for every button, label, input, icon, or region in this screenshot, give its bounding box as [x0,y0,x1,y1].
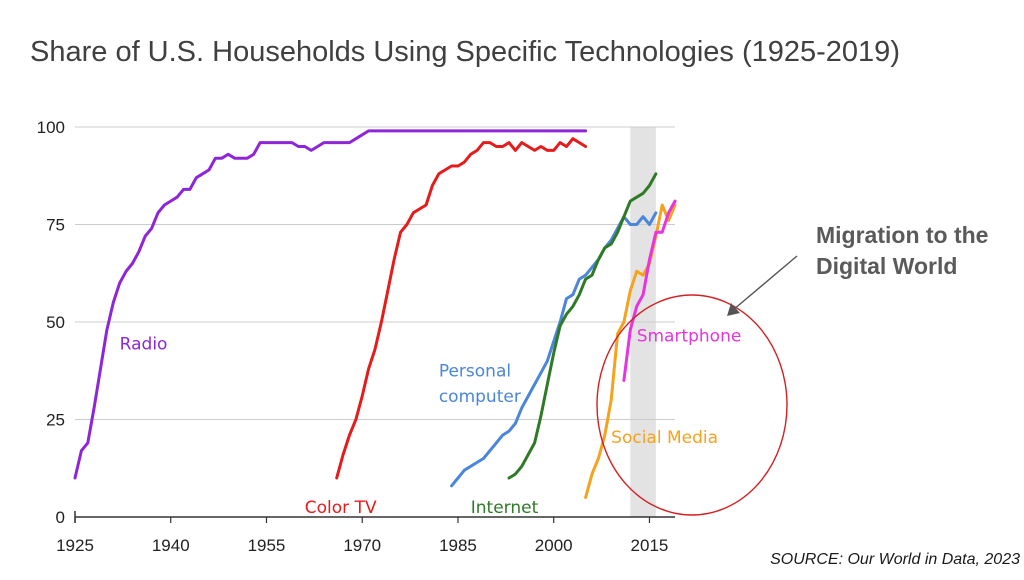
highlight-circle [596,294,788,516]
y-tick-label: 100 [37,118,65,137]
y-tick-label: 0 [56,508,65,527]
migration-annotation: Migration to the Digital World [816,222,989,279]
x-tick-label: 1955 [248,536,286,555]
series-lines [73,129,677,499]
x-tick-label: 1970 [343,536,381,555]
y-tick-label: 50 [46,313,65,332]
annotation-overlay [596,255,798,516]
x-tick-label: 2000 [535,536,573,555]
x-tick-label: 2015 [631,536,669,555]
series-line-social-media [584,203,677,499]
series-line-radio [73,129,588,480]
annotation-arrow-head [727,303,740,316]
source-note: SOURCE: Our World in Data, 2023 [770,551,1020,568]
series-label: Personal [439,362,511,382]
x-tick-label: 1985 [439,536,477,555]
series-label: Color TV [305,498,377,518]
y-tick-label: 75 [46,216,65,235]
series-label: Social Media [611,428,718,448]
series-label: computer [439,387,521,407]
series-line-color-tv [335,137,588,480]
annotation-arrow-line [732,255,798,311]
series-label: Smartphone [637,327,742,347]
series-line-smartphone [622,199,677,382]
series-labels: Radio Color TV Personal computer Internet Soc… [120,327,742,519]
y-tick-label: 25 [46,411,65,430]
axes: 0 25 50 75 100 1925 1940 1955 1970 1985 2000 2015 [37,118,675,555]
chart-title: Share of U.S. Households Using Specific … [30,36,900,68]
x-tick-label: 1940 [152,536,190,555]
series-label: Internet [471,498,539,518]
series-label: Radio [120,334,168,354]
x-tick-label: 1925 [56,536,94,555]
series-line-internet [507,172,658,480]
gridlines [75,126,675,420]
